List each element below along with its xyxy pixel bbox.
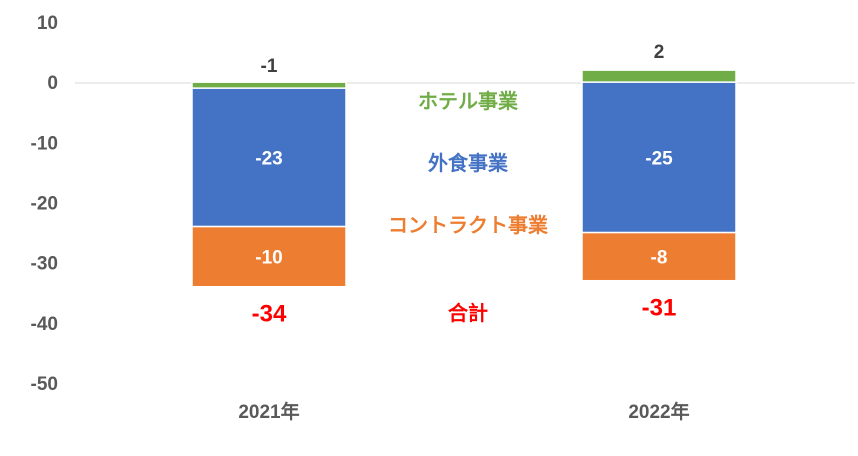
data-label: -8 bbox=[651, 248, 668, 269]
bar-segment bbox=[191, 81, 347, 89]
x-axis: 2021年 2022年 bbox=[238, 400, 689, 423]
data-label: 2 bbox=[654, 42, 665, 63]
y-tick-label: 10 bbox=[37, 13, 58, 34]
total-label: -34 bbox=[252, 301, 287, 328]
x-tick-label: 2022年 bbox=[628, 400, 689, 423]
y-tick-label: -10 bbox=[31, 133, 58, 154]
bar-segment bbox=[581, 231, 737, 282]
y-tick-label: -30 bbox=[31, 254, 58, 275]
x-tick-label: 2021年 bbox=[238, 400, 299, 423]
series-name-label: 外食事業 bbox=[428, 151, 509, 175]
series-name-label: ホテル事業 bbox=[418, 89, 519, 113]
y-axis: 10 0 -10 -20 -30 -40 -50 bbox=[31, 13, 58, 395]
y-tick-label: -50 bbox=[31, 374, 58, 395]
data-label: -1 bbox=[261, 56, 278, 77]
bars: -1 -23 -10 -34 2 -25 -8 -31 bbox=[191, 42, 737, 328]
y-tick-label: -40 bbox=[31, 314, 58, 335]
total-label: -31 bbox=[642, 295, 677, 322]
data-label: -23 bbox=[255, 148, 282, 169]
bar-segment bbox=[581, 69, 737, 83]
y-tick-label: 0 bbox=[47, 73, 58, 94]
y-tick-label: -20 bbox=[31, 194, 58, 215]
bar-segment bbox=[191, 225, 347, 288]
data-label: -10 bbox=[255, 248, 282, 269]
series-name-label: コントラクト事業 bbox=[388, 213, 549, 237]
data-label: -25 bbox=[645, 148, 673, 169]
total-name-label: 合計 bbox=[448, 301, 488, 325]
